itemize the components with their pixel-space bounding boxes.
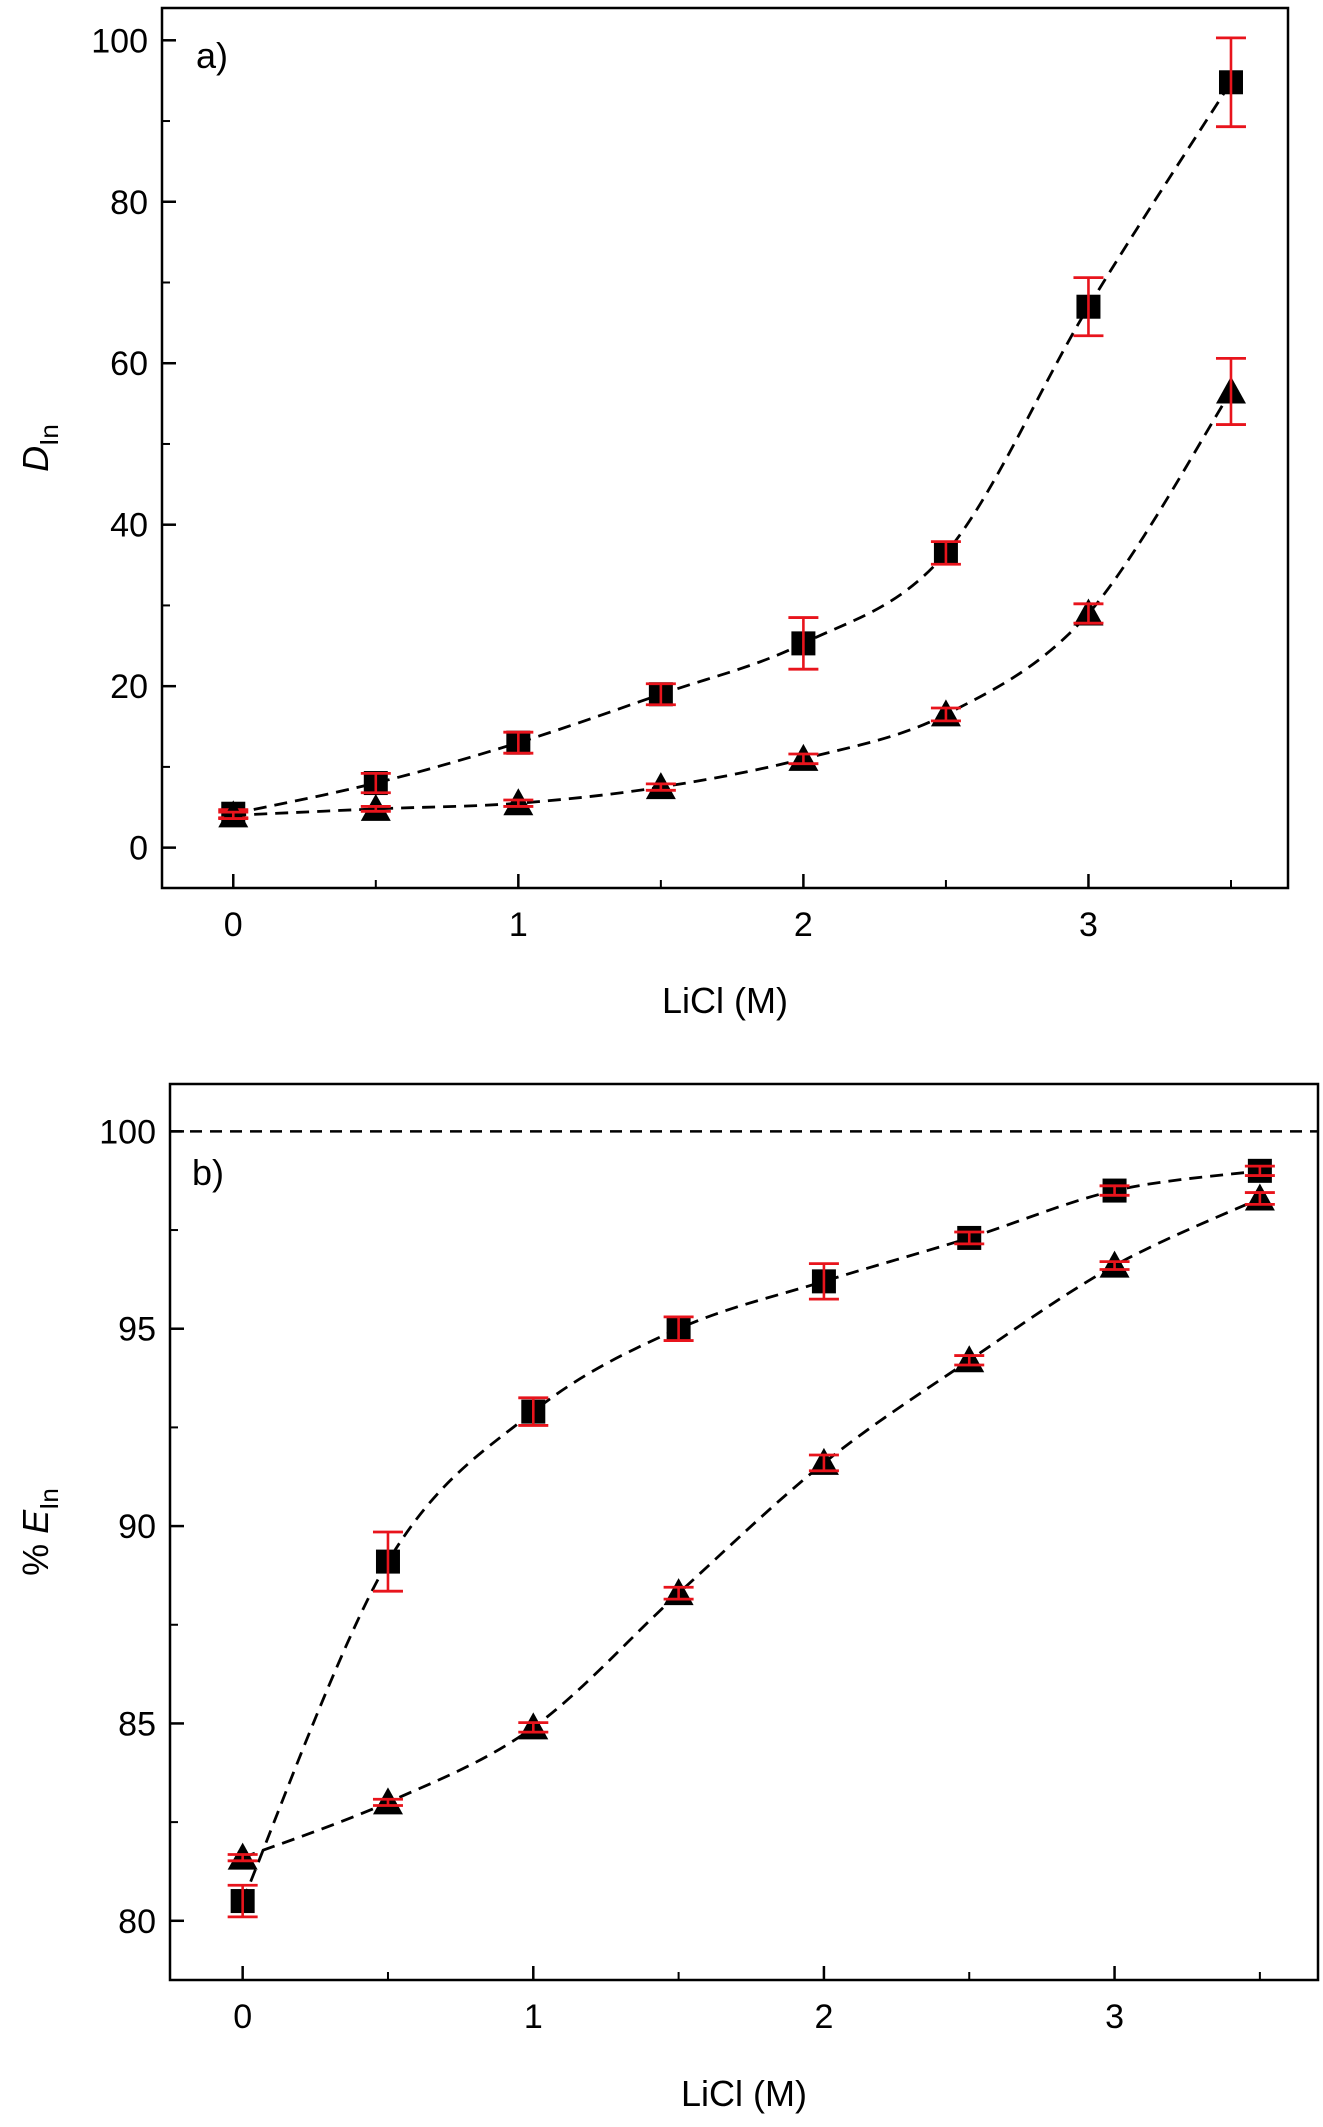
error-bar: [372, 1530, 403, 1593]
y-tick-label: 80: [118, 1903, 156, 1941]
x-axis-title: LiCl (M): [681, 2073, 807, 2114]
error-bar: [808, 1262, 839, 1301]
x-tick-label: 3: [1079, 906, 1098, 944]
error-bar: [1099, 1260, 1130, 1271]
error-bar: [645, 682, 676, 707]
panel-label: b): [192, 1152, 224, 1193]
series-line: [233, 390, 1233, 817]
y-tick-label: 40: [110, 507, 148, 545]
series-line: [232, 81, 1233, 816]
error-bar: [503, 798, 534, 808]
y-tick-label: 0: [129, 830, 148, 868]
x-tick-label: 0: [233, 1998, 252, 2036]
error-bar: [954, 1354, 985, 1367]
error-bar: [1073, 276, 1104, 338]
error-bar: [1244, 1164, 1275, 1177]
series-square: [227, 1158, 1275, 1919]
chart-panel-a: 0 1 2 3 0 20 40 60 80 100 LiCl (M) DIn a): [15, 6, 1290, 1021]
error-bar: [954, 1230, 985, 1246]
error-bar: [930, 706, 961, 723]
error-bar: [1215, 356, 1246, 426]
series-square: [218, 36, 1246, 826]
y-tick-label: 90: [118, 1508, 156, 1546]
error-bar: [518, 1396, 549, 1427]
chart-panel-b: 0 1 2 3 80 85 90 95 100 LiCl (M) % EIn b): [15, 1082, 1320, 2114]
error-bar: [808, 1453, 839, 1473]
error-bar: [1073, 602, 1104, 625]
plot-frame: [168, 1082, 1320, 1982]
error-bar: [788, 616, 819, 671]
plot-frame: [160, 6, 1290, 890]
panel-label: a): [196, 35, 228, 76]
error-bar: [1099, 1184, 1130, 1197]
error-bar: [1215, 36, 1246, 129]
error-bar: [360, 771, 391, 795]
error-bar: [503, 730, 534, 755]
y-tick-label: 100: [91, 22, 148, 60]
x-tick-label: 1: [524, 1998, 543, 2036]
error-bar: [218, 810, 249, 820]
y-axis-title: DIn: [15, 424, 64, 472]
series-line: [241, 1169, 1261, 1902]
series-triangle: [218, 356, 1246, 828]
error-bar: [360, 805, 391, 813]
y-tick-label: 60: [110, 345, 148, 383]
y-tick-label: 85: [118, 1705, 156, 1743]
y-tick-label: 80: [110, 184, 148, 222]
error-bar: [372, 1797, 403, 1807]
error-bar: [227, 1883, 258, 1919]
error-bar: [227, 1853, 258, 1863]
error-bar: [663, 1315, 694, 1342]
series-line: [242, 1197, 1261, 1859]
error-bar: [930, 540, 961, 566]
error-bar: [518, 1721, 549, 1734]
error-bar: [645, 782, 676, 792]
error-bar: [1244, 1191, 1275, 1206]
series-triangle: [227, 1183, 1275, 1870]
x-tick-label: 0: [224, 906, 243, 944]
y-tick-label: 100: [99, 1113, 156, 1151]
y-tick-label: 95: [118, 1311, 156, 1349]
x-tick-label: 1: [509, 906, 528, 944]
error-bar: [663, 1585, 694, 1601]
y-axis-title: % EIn: [15, 1488, 64, 1576]
error-bar: [788, 752, 819, 766]
x-tick-label: 3: [1105, 1998, 1124, 2036]
x-tick-label: 2: [814, 1998, 833, 2036]
y-tick-label: 20: [110, 668, 148, 706]
x-tick-label: 2: [794, 906, 813, 944]
x-axis-title: LiCl (M): [662, 980, 788, 1021]
